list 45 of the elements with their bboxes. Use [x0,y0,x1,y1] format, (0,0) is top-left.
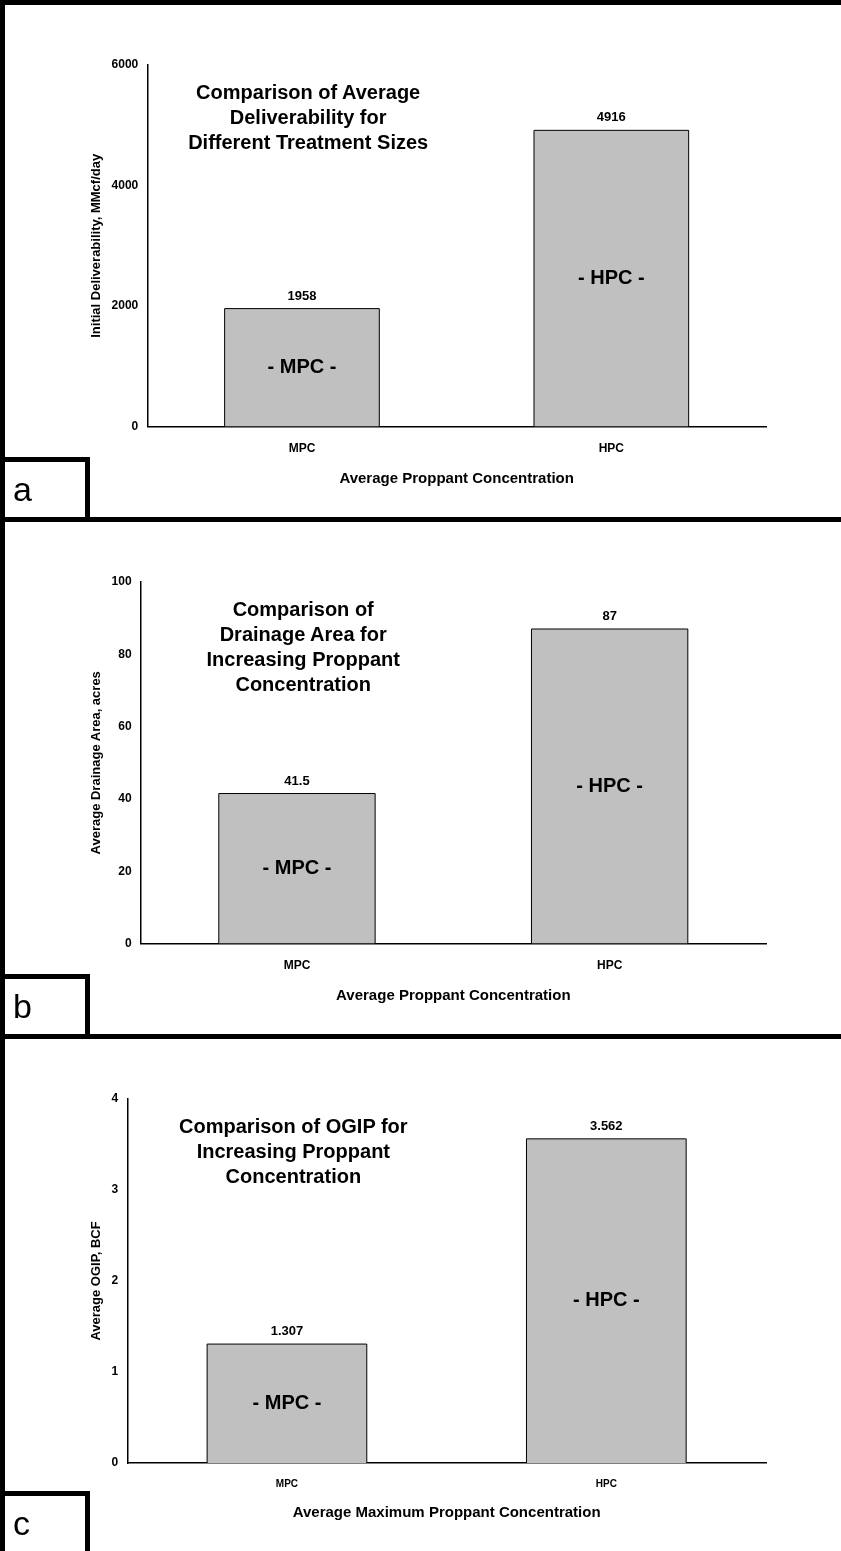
data-label: 1958 [287,287,317,303]
annotation: - MPC - [262,856,332,879]
text: b [5,974,90,1034]
y-axis-title: Initial Deliverability, MMcf/day [88,153,104,338]
y-tick-label: 1 [111,1364,119,1379]
annotation: - MPC - [267,355,337,378]
y-tick-label: 0 [131,418,139,433]
annotation: - HPC - [572,1288,640,1311]
y-tick-label: 0 [111,1455,119,1470]
y-tick-label: 20 [118,863,132,878]
x-tick-label: HPC [596,958,623,973]
y-tick-label: 2 [111,1273,119,1288]
y-axis-title: Average Drainage Area, acres [88,671,104,855]
annotation: - HPC - [576,773,643,796]
text: Comparison of Average Deliverability for Different Treatment Sizes [188,80,429,153]
y-tick-label: 60 [118,718,132,733]
data-label: 41.5 [284,772,310,788]
x-tick-label: MPC [283,958,311,973]
y-tick-label: 6000 [111,57,139,72]
text: Comparison of Drainage Area for Increasing Proppant Concentration [206,597,401,695]
x-tick-label: MPC [288,441,316,456]
y-tick-label: 0 [124,935,132,950]
y-tick-label: 2000 [111,298,139,313]
x-axis-title: Average Maximum Proppant Concentration [292,1503,601,1521]
y-tick-label: 40 [118,791,132,806]
data-label: 87 [602,608,617,624]
x-tick-label: HPC [598,441,625,456]
y-tick-label: 4000 [111,177,139,192]
text: a [5,457,90,517]
y-tick-label: 4 [111,1091,119,1106]
y-tick-label: 80 [118,646,132,661]
text: Comparison of OGIP for Increasing Proppant Concentration [179,1114,408,1187]
text: c [5,1491,90,1551]
annotation: - MPC - [252,1391,322,1414]
data-label: 4916 [596,109,626,125]
y-tick-label: 100 [111,574,132,589]
x-axis-title: Average Proppant Concentration [336,986,571,1004]
x-axis-title: Average Proppant Concentration [339,469,574,487]
y-axis-title: Average OGIP, BCF [88,1221,104,1341]
y-tick-label: 3 [111,1182,119,1197]
x-tick-label: HPC [595,1477,617,1489]
annotation: - HPC - [577,265,645,288]
data-label: 1.307 [270,1323,304,1339]
data-label: 3.562 [590,1117,623,1133]
x-tick-label: MPC [275,1477,299,1489]
